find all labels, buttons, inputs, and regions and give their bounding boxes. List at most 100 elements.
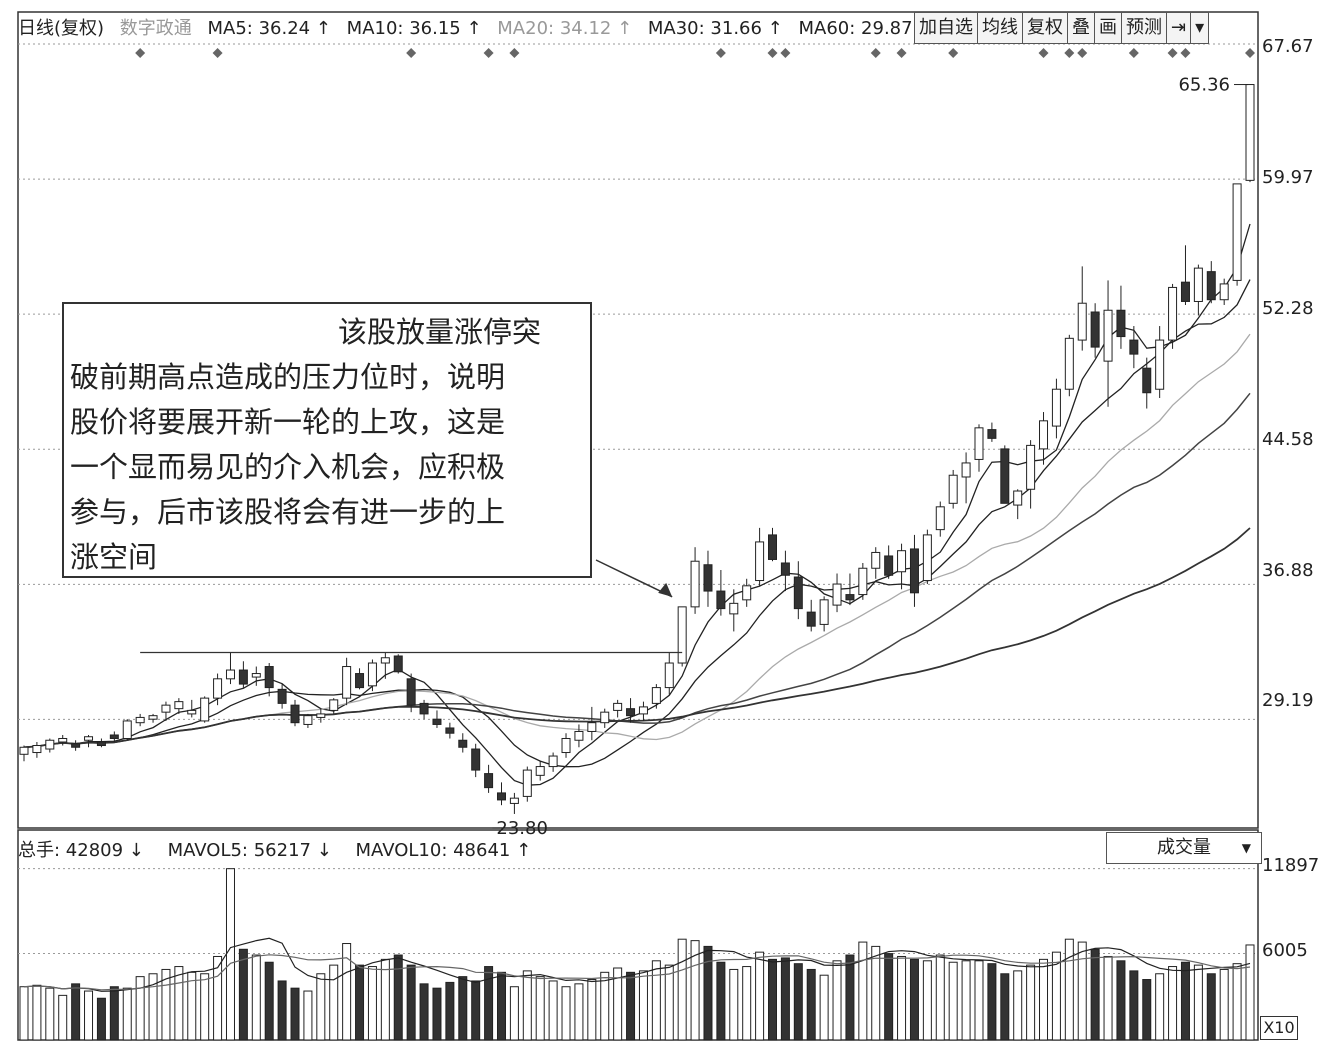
volume-bar (251, 954, 261, 1041)
candle-body (626, 708, 636, 717)
volume-bar (1000, 973, 1010, 1041)
volume-bar (677, 938, 687, 1041)
volume-bar (58, 994, 68, 1041)
annotation-line-1: 该股放量涨停突 (338, 315, 542, 349)
volume-bar (419, 983, 429, 1041)
volume-bar (1077, 941, 1087, 1041)
volume-tick-label: 6005 (1262, 940, 1308, 961)
overlay-button[interactable]: 叠 (1067, 12, 1094, 44)
candle-body (561, 737, 571, 754)
candle-body (1039, 420, 1049, 450)
mavol10-line (23, 954, 1251, 991)
event-marker-icon (1167, 48, 1178, 58)
ma10-label: MA10: 36.15 ↑ (346, 18, 482, 39)
candle-body (251, 673, 261, 678)
candle-body (742, 585, 752, 601)
price-tick-label: 52.28 (1262, 298, 1314, 319)
candle-body (780, 562, 790, 576)
annotation-box: 该股放量涨停突 破前期高点造成的压力位时，说明 股价将要展开新一轮的上攻，这是 … (62, 302, 592, 578)
dropdown-icon[interactable]: ▾ (1190, 12, 1210, 44)
candle-body (522, 769, 532, 797)
annotation-arrowhead (658, 582, 673, 597)
candle-body (1013, 490, 1023, 506)
volume-bar (729, 968, 739, 1041)
indicator-selector[interactable]: 成交量 ▼ (1106, 832, 1262, 864)
candle-body (638, 706, 648, 715)
volume-bar (1064, 938, 1074, 1041)
candle-body (32, 745, 42, 754)
volume-bar (897, 955, 907, 1041)
candle-body (1116, 309, 1126, 338)
candle-body (587, 722, 597, 732)
candle-body (380, 657, 390, 664)
volume-bar (587, 979, 597, 1041)
candle-body (600, 711, 610, 724)
event-marker-icon (1180, 48, 1191, 58)
candle-body (755, 541, 765, 582)
volume-bar (213, 955, 223, 1041)
candle-body (1180, 281, 1190, 302)
toolbar: 加自选 均线 复权 叠 画 预测 ⇥ ▾ (914, 12, 1210, 44)
candle-body (264, 666, 274, 689)
volume-bar (329, 964, 339, 1041)
candle-body (948, 474, 958, 504)
draw-button[interactable]: 画 (1094, 12, 1121, 44)
candle-body (432, 718, 442, 725)
price-tick-label: 29.19 (1262, 690, 1314, 711)
event-marker-icon (483, 48, 494, 58)
period-label[interactable]: 日线(复权) (18, 18, 105, 39)
volume-bar (71, 983, 81, 1041)
candle-body (961, 462, 971, 478)
candle-body (1232, 183, 1242, 281)
candle-body (1090, 311, 1100, 348)
candle-body (1193, 267, 1203, 302)
event-marker-icon (406, 48, 417, 58)
volume-bar (716, 961, 726, 1041)
volume-bar (1051, 951, 1061, 1041)
volume-bar (161, 968, 171, 1041)
volume-bar (393, 954, 403, 1041)
candle-body (96, 741, 106, 747)
volume-bar (768, 958, 778, 1041)
ma-button[interactable]: 均线 (977, 12, 1022, 44)
candle-body (316, 713, 326, 718)
candle-body (1219, 283, 1229, 301)
volume-header: 总手: 42809 ↓ MAVOL5: 56217 ↓ MAVOL10: 486… (18, 836, 549, 862)
volume-bar (225, 868, 235, 1041)
volume-bar (122, 987, 132, 1041)
volume-bar (1116, 960, 1126, 1041)
volume-bar (32, 984, 42, 1041)
candle-body (445, 727, 455, 734)
volume-bar (84, 990, 94, 1041)
forecast-button[interactable]: 预测 (1121, 12, 1166, 44)
candle-body (548, 755, 558, 768)
annotation-line-3: 股价将要展开新一轮的上攻，这是 (70, 405, 506, 439)
high-price-label: 65.36 (1178, 75, 1230, 96)
volume-bar (548, 980, 558, 1041)
volume-bar (200, 973, 210, 1041)
volume-bar (626, 971, 636, 1041)
candle-body (393, 655, 403, 673)
add-watchlist-button[interactable]: 加自选 (914, 12, 977, 44)
volume-bar (1013, 970, 1023, 1041)
volume-bar (458, 976, 468, 1041)
volume-bar (742, 966, 752, 1041)
annotation-line-5: 参与，后市该股将会有进一步的上 (70, 495, 506, 529)
volume-bar (135, 976, 145, 1041)
candle-body (84, 736, 94, 741)
candle-body (987, 429, 997, 439)
candle-body (225, 669, 235, 680)
volume-bar (187, 971, 197, 1041)
volume-bar (793, 963, 803, 1041)
candle-body (909, 548, 919, 594)
event-marker-icon (767, 48, 778, 58)
adjust-button[interactable]: 复权 (1022, 12, 1067, 44)
volume-bar (574, 983, 584, 1041)
volume-bar (303, 990, 313, 1041)
candle-body (458, 739, 468, 748)
expand-icon[interactable]: ⇥ (1166, 12, 1191, 44)
candle-body (1245, 84, 1255, 181)
volume-bar (264, 961, 274, 1041)
candle-body (135, 716, 145, 724)
